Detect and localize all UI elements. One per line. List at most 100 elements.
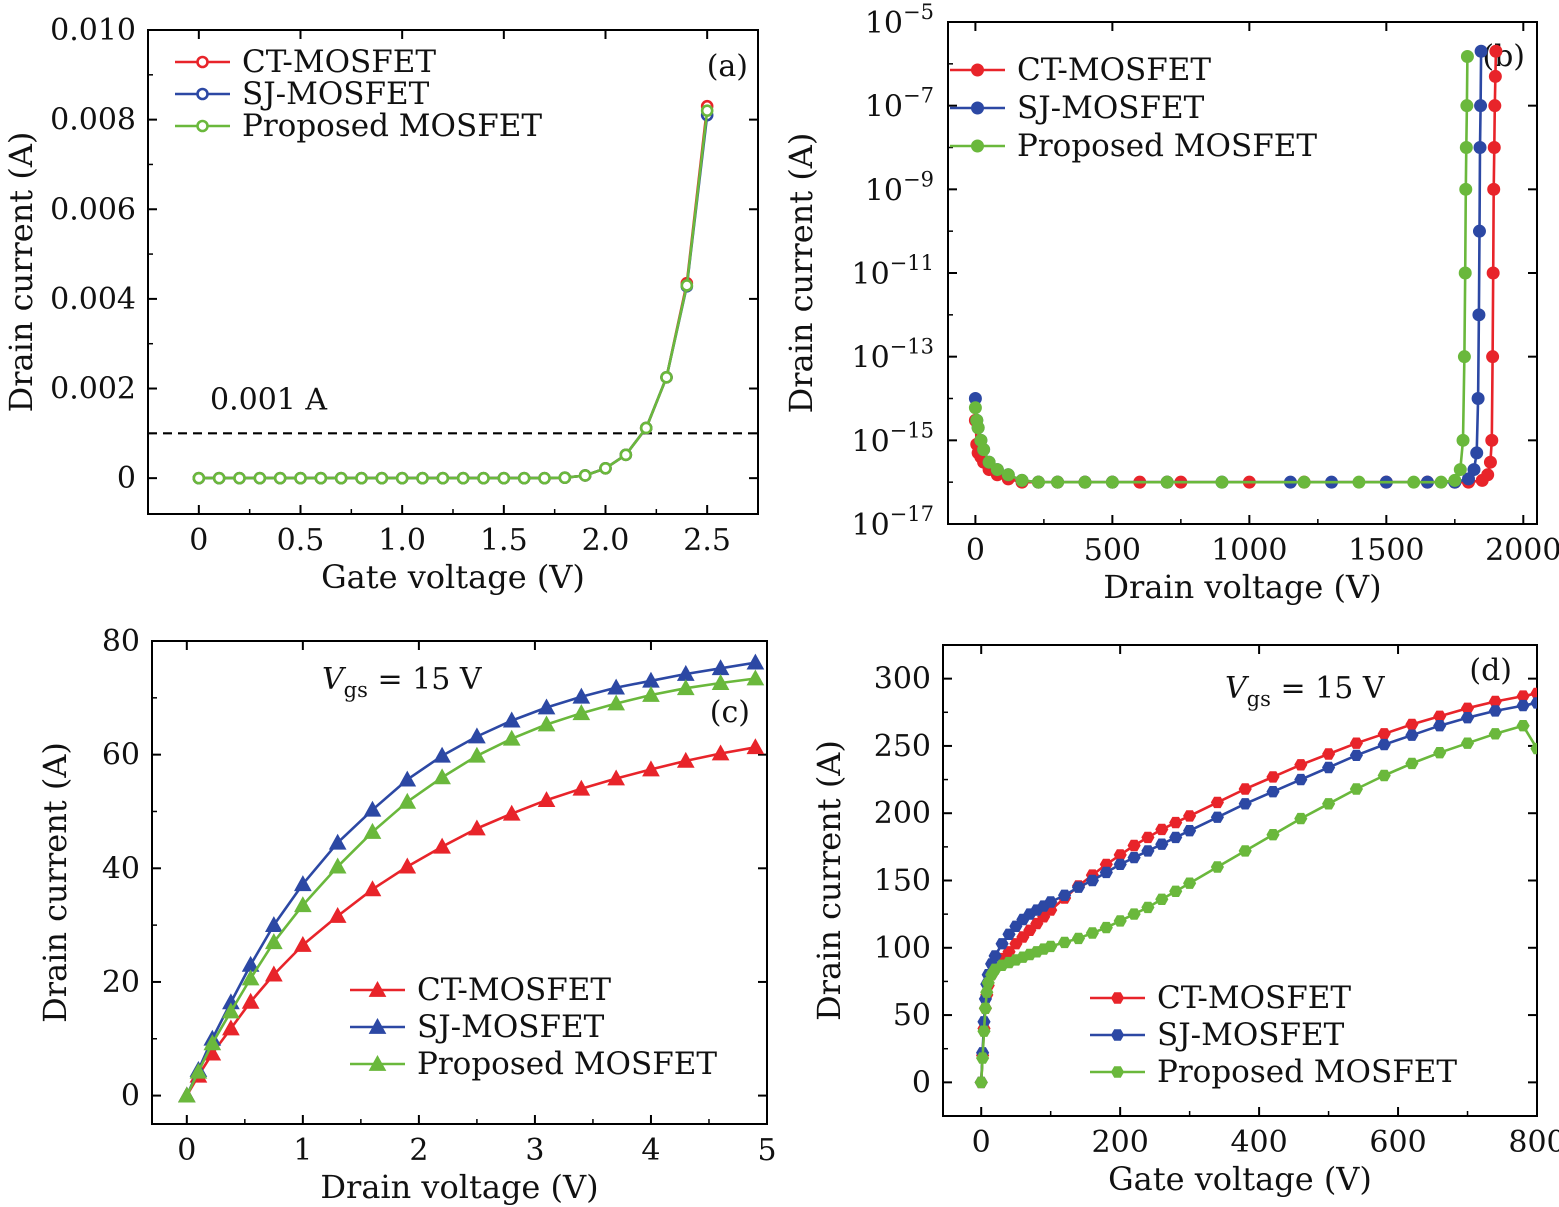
data-point: [189, 1062, 208, 1079]
data-point: [1349, 749, 1363, 761]
x-tick-label: 1000: [1211, 533, 1287, 568]
legend-label: CT-MOSFET: [1017, 52, 1211, 88]
data-point: [293, 875, 312, 892]
data-point: [680, 279, 694, 292]
data-point: [502, 729, 521, 746]
data-point: [1105, 475, 1119, 489]
y-tick-base: 10: [851, 257, 889, 292]
panel-label: (c): [710, 695, 750, 730]
data-point: [1210, 861, 1224, 873]
y-tick-base: 10: [851, 424, 889, 459]
series-group: [192, 99, 714, 485]
data-point: [1483, 455, 1497, 469]
series-line-proposed-mosfet: [198, 110, 709, 480]
series-group: [968, 44, 1503, 489]
data-point: [1183, 810, 1197, 822]
data-point: [537, 715, 556, 732]
y-tick-label: 0: [117, 461, 136, 496]
data-point: [192, 471, 206, 485]
panel-label: (d): [1469, 653, 1512, 688]
series-group: [177, 653, 765, 1103]
data-point: [1472, 224, 1486, 238]
data-point: [1099, 866, 1113, 879]
panel-label: (a): [707, 49, 748, 84]
y-tick-label: 10−9: [865, 167, 934, 208]
data-point: [1297, 475, 1311, 489]
data-point: [1458, 266, 1472, 280]
panel-b: 0 500 1000 1500 200010−1710−1510−1310−1110−9…: [782, 0, 1559, 606]
data-point: [433, 768, 451, 785]
x-tick-label: 800: [1508, 1125, 1559, 1160]
data-point: [990, 463, 1004, 477]
series-line-sj-mosfet: [198, 114, 709, 480]
data-point: [980, 986, 994, 998]
data-point: [1460, 712, 1475, 724]
x-axis-title: Drain voltage (V): [320, 1168, 598, 1206]
reference-line-label: 0.001 A: [210, 382, 327, 417]
annotation-base: V: [322, 662, 347, 697]
data-point: [375, 471, 389, 485]
data-point: [1183, 877, 1197, 889]
data-point: [1434, 475, 1448, 489]
data-point: [1472, 308, 1486, 322]
data-point: [203, 1034, 222, 1051]
y-tick-exponent: −17: [890, 502, 934, 526]
x-tick-label: 1.5: [480, 523, 528, 558]
x-tick-label: 4: [641, 1133, 660, 1168]
series-line-ct-mosfet: [198, 106, 709, 480]
x-tick-label: 0: [966, 533, 985, 568]
series-group: [974, 687, 1537, 1089]
y-tick-label: 150: [874, 864, 931, 899]
y-tick-label: 0.010: [50, 13, 136, 48]
y-tick-label: 40: [102, 851, 140, 886]
data-point: [1460, 737, 1475, 749]
y-tick-base: 10: [865, 173, 903, 208]
data-point: [398, 770, 417, 787]
data-point: [293, 896, 312, 913]
data-point: [363, 800, 382, 817]
data-point: [1294, 812, 1308, 825]
data-point: [711, 744, 730, 761]
data-point: [572, 704, 591, 721]
x-tick-label: 1500: [1348, 533, 1424, 568]
data-point: [1485, 433, 1499, 447]
data-point: [1322, 761, 1336, 774]
y-tick-label: 0.006: [50, 192, 136, 227]
data-point: [1127, 851, 1141, 864]
legend-label: SJ-MOSFET: [242, 76, 430, 112]
legend-marker: [1110, 1066, 1125, 1078]
data-point: [517, 471, 531, 485]
legend-label: SJ-MOSFET: [417, 1009, 605, 1045]
y-tick-label: 50: [893, 998, 931, 1033]
data-point: [1488, 728, 1502, 740]
data-point: [1473, 141, 1487, 154]
x-tick-label: 0: [189, 523, 208, 558]
data-point: [398, 792, 417, 809]
data-point: [1433, 720, 1447, 732]
y-tick-exponent: −5: [903, 0, 934, 24]
data-point: [988, 950, 1002, 962]
data-point: [1113, 915, 1127, 927]
data-point: [1155, 838, 1169, 850]
data-point: [1169, 816, 1183, 829]
data-point: [1058, 936, 1072, 949]
data-point: [222, 1002, 240, 1019]
data-point: [1071, 881, 1086, 893]
data-point: [253, 471, 267, 485]
legend-label: SJ-MOSFET: [1157, 1017, 1345, 1053]
data-point: [676, 751, 695, 768]
x-tick-label: 600: [1369, 1125, 1426, 1160]
data-point: [1405, 757, 1419, 770]
x-tick-label: 1: [293, 1133, 312, 1168]
data-point: [1448, 473, 1462, 487]
data-point: [599, 461, 612, 475]
x-axis-title: Gate voltage (V): [1108, 1160, 1372, 1198]
legend-marker: [1110, 992, 1125, 1004]
y-tick-exponent: −7: [903, 84, 934, 108]
y-tick-label: 60: [102, 738, 140, 773]
data-point: [1486, 350, 1500, 364]
data-point: [1460, 99, 1474, 113]
data-point: [976, 1052, 990, 1064]
data-point: [1051, 475, 1065, 489]
data-point: [328, 833, 347, 850]
